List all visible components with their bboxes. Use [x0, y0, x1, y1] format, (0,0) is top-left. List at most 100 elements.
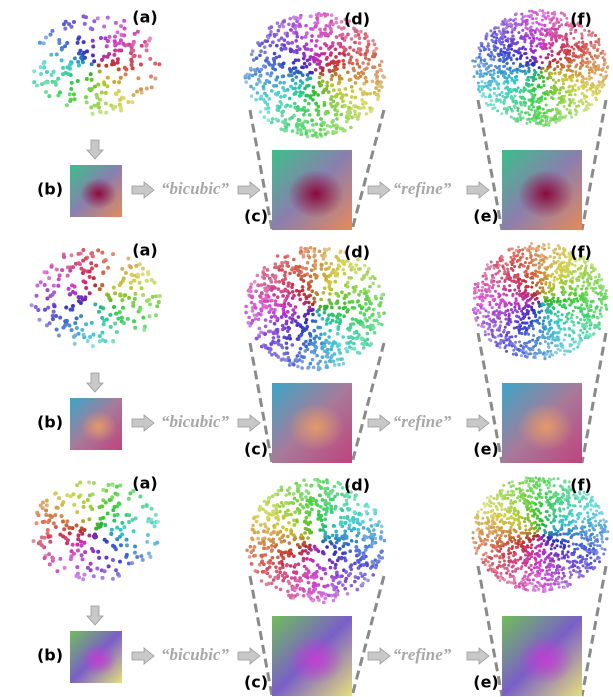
point — [521, 327, 524, 330]
point — [473, 75, 476, 78]
point — [602, 82, 605, 85]
point — [331, 23, 335, 27]
point — [323, 596, 327, 600]
point — [73, 56, 77, 60]
point — [275, 44, 279, 48]
point — [92, 104, 96, 108]
point — [501, 41, 504, 44]
point — [602, 75, 605, 78]
point — [281, 110, 285, 114]
point — [528, 90, 531, 93]
point — [595, 98, 598, 101]
point — [551, 50, 554, 53]
panel-label: (b) — [37, 180, 63, 199]
dashed-guide — [582, 100, 606, 230]
point — [90, 507, 94, 511]
point — [115, 526, 119, 530]
point — [253, 280, 257, 284]
point — [579, 67, 582, 70]
point — [81, 248, 85, 252]
point — [584, 261, 587, 264]
point — [320, 577, 324, 581]
point — [77, 63, 81, 67]
point — [592, 46, 595, 49]
point — [329, 31, 333, 35]
point — [65, 103, 69, 107]
point — [555, 107, 558, 110]
point — [82, 505, 86, 509]
point — [70, 328, 74, 332]
point — [530, 14, 533, 17]
point — [576, 285, 579, 288]
point — [595, 88, 598, 91]
point — [348, 345, 352, 349]
point — [42, 66, 46, 70]
point — [72, 552, 76, 556]
point — [257, 317, 261, 321]
point — [105, 44, 109, 48]
point — [483, 85, 486, 88]
point — [565, 53, 568, 56]
point — [597, 38, 600, 41]
point — [55, 327, 59, 331]
point — [486, 294, 489, 297]
point — [100, 331, 104, 335]
point — [316, 105, 320, 109]
point — [355, 330, 359, 334]
point — [522, 88, 525, 91]
point — [598, 80, 601, 83]
point — [275, 328, 279, 332]
point — [122, 321, 126, 325]
point — [101, 271, 105, 275]
point — [285, 346, 289, 350]
point — [332, 360, 336, 364]
point — [101, 516, 105, 520]
point — [52, 284, 56, 288]
point — [287, 23, 291, 27]
point — [506, 62, 509, 65]
point — [297, 293, 301, 297]
point — [330, 288, 334, 292]
point — [590, 266, 593, 269]
point — [495, 344, 498, 347]
point — [580, 56, 583, 59]
point — [112, 53, 116, 57]
point — [377, 312, 381, 316]
point — [364, 298, 368, 302]
point — [82, 500, 86, 504]
point — [556, 315, 559, 318]
point — [148, 57, 152, 61]
point — [357, 566, 361, 570]
point — [473, 65, 476, 68]
point — [282, 308, 286, 312]
point — [490, 39, 493, 42]
point — [593, 92, 596, 95]
point — [68, 269, 72, 273]
point — [346, 71, 350, 75]
point — [504, 87, 507, 90]
point — [277, 343, 281, 347]
point — [290, 41, 294, 45]
point — [587, 307, 590, 310]
point — [84, 257, 88, 261]
point — [604, 304, 607, 307]
point — [592, 57, 595, 60]
point — [580, 85, 583, 88]
point — [367, 267, 371, 271]
point — [131, 66, 135, 70]
point — [562, 281, 565, 284]
point — [479, 69, 482, 72]
point — [550, 310, 553, 313]
point — [311, 358, 315, 362]
point — [308, 113, 312, 117]
point — [320, 342, 324, 346]
point — [514, 22, 517, 25]
point — [132, 93, 136, 97]
point — [478, 295, 481, 298]
point — [524, 104, 527, 107]
point — [323, 518, 327, 522]
point — [253, 303, 257, 307]
point — [547, 124, 550, 127]
point — [548, 18, 551, 21]
point — [285, 34, 289, 38]
